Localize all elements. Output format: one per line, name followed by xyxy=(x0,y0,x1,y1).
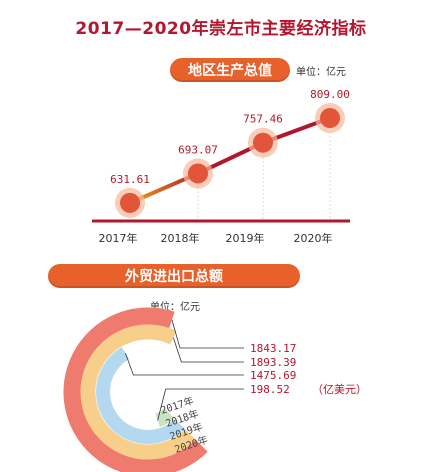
gdp-value-label-3: 809.00 xyxy=(310,88,350,101)
gdp-x-tick-3: 2020年 xyxy=(294,231,333,245)
gdp-x-tick-0: 2017年 xyxy=(99,231,138,245)
gdp-unit-label: 单位：亿元 xyxy=(296,67,346,78)
gdp-value-label-0: 631.61 xyxy=(110,173,150,186)
gdp-point-1 xyxy=(188,163,208,184)
trade-value-label-2020: 1843.17 xyxy=(250,342,296,355)
trade-arc-2019 xyxy=(80,324,196,460)
gdp-point-2 xyxy=(253,132,273,153)
trade-leader-2019 xyxy=(172,337,244,363)
gdp-x-tick-2: 2019年 xyxy=(226,231,265,245)
trade-value-label-2017: 198.52 xyxy=(250,383,290,396)
page-title: 2017—2020年崇左市主要经济指标 xyxy=(75,19,367,39)
trade-leader-2020 xyxy=(171,319,244,349)
gdp-x-tick-1: 2018年 xyxy=(161,231,200,245)
trade-section-title: 外贸进出口总额 xyxy=(48,264,300,288)
trade-unit-label: 单位：亿元 xyxy=(150,302,200,313)
gdp-section-title: 地区生产总值 xyxy=(170,58,290,82)
gdp-value-label-1: 693.07 xyxy=(178,143,218,156)
trade-unit-note: （亿美元） xyxy=(312,383,367,396)
trade-value-label-2019: 1893.39 xyxy=(250,356,296,369)
trade-arc-2018 xyxy=(96,347,185,444)
gdp-point-3 xyxy=(320,108,340,129)
gdp-value-label-2: 757.46 xyxy=(243,113,283,126)
gdp-point-0 xyxy=(120,192,140,213)
gdp-series-line xyxy=(128,116,332,205)
trade-leader-2018 xyxy=(125,352,244,376)
trade-arc-2020 xyxy=(63,307,208,472)
trade-value-label-2018: 1475.69 xyxy=(250,369,296,382)
trade-leader-2017 xyxy=(157,388,244,421)
